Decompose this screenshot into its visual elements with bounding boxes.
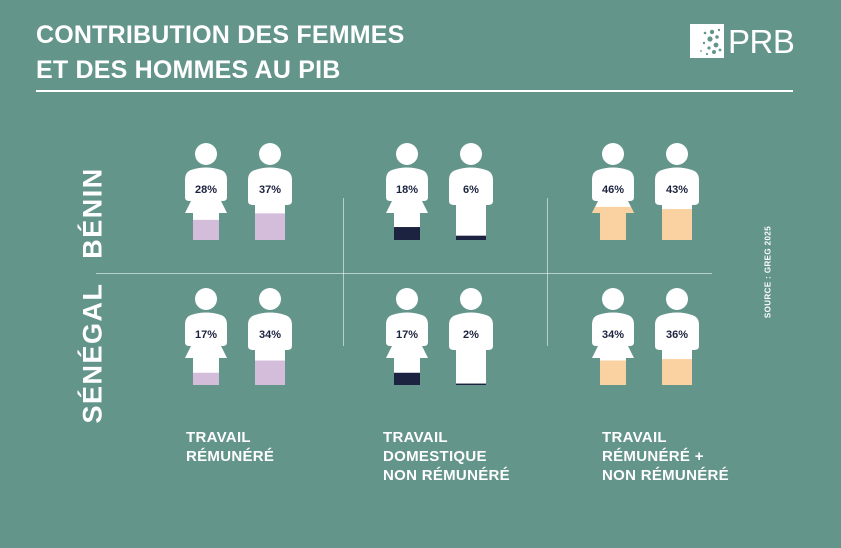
column-label-domestic: TRAVAIL DOMESTIQUE NON RÉMUNÉRÉ xyxy=(383,428,510,485)
figure-total-senegal-female: 34% xyxy=(592,288,634,385)
percent-label: 46% xyxy=(602,184,624,196)
percent-label: 6% xyxy=(463,184,479,196)
percent-label: 34% xyxy=(259,329,281,341)
figure-body xyxy=(386,312,428,385)
figure-body xyxy=(449,312,493,385)
globe-logo-icon xyxy=(690,24,724,58)
prb-logo: PRB xyxy=(690,23,800,60)
figure-fill-level xyxy=(386,227,428,240)
column-label-paid: TRAVAIL RÉMUNÉRÉ xyxy=(186,428,274,466)
figure-head xyxy=(666,288,688,310)
figure-body xyxy=(449,167,493,240)
figure-head xyxy=(460,288,482,310)
percent-label: 17% xyxy=(396,329,418,341)
figure-fill-level xyxy=(655,359,699,385)
figure-fill-level xyxy=(185,372,227,385)
figure-paid-senegal-male: 34% xyxy=(248,288,292,385)
figure-head xyxy=(195,288,217,310)
percent-label: 18% xyxy=(396,184,418,196)
figure-fill-level xyxy=(449,383,493,385)
figure-fill-level xyxy=(248,213,292,240)
figure-body xyxy=(386,167,428,240)
title-divider xyxy=(36,90,793,92)
figure-fill-level xyxy=(449,235,493,240)
percent-label: 34% xyxy=(602,329,624,341)
percent-label: 36% xyxy=(666,329,688,341)
title-line-2: ET DES HOMMES AU PIB xyxy=(36,56,341,84)
row-divider xyxy=(96,273,712,274)
figure-head xyxy=(259,288,281,310)
page-title: CONTRIBUTION DES FEMMES ET DES HOMMES AU… xyxy=(36,18,596,88)
figure-head xyxy=(602,143,624,165)
figure-fill-level xyxy=(592,360,634,385)
figure-total-senegal-male: 36% xyxy=(655,288,699,385)
percent-label: 28% xyxy=(195,184,217,196)
percent-label: 37% xyxy=(259,184,281,196)
figure-fill-level xyxy=(386,372,428,385)
figure-fill-level xyxy=(185,219,227,240)
column-label-domestic-line-3: NON RÉMUNÉRÉ xyxy=(383,467,510,484)
column-divider-1 xyxy=(343,198,344,346)
logo-text: PRB xyxy=(728,23,795,60)
figure-body xyxy=(185,312,227,385)
figure-head xyxy=(666,143,688,165)
figure-paid-benin-male: 37% xyxy=(248,143,292,240)
figure-head xyxy=(195,143,217,165)
percent-label: 43% xyxy=(666,184,688,196)
figure-head xyxy=(460,143,482,165)
title-line-1: CONTRIBUTION DES FEMMES xyxy=(36,21,405,49)
column-label-total-line-3: NON RÉMUNÉRÉ xyxy=(602,467,729,484)
figure-domestic-benin-female: 18% xyxy=(386,143,428,240)
column-divider-2 xyxy=(547,198,548,346)
figure-domestic-senegal-male: 2% xyxy=(449,288,493,385)
percent-label: 2% xyxy=(463,329,479,341)
figure-total-benin-male: 43% xyxy=(655,143,699,240)
figure-paid-senegal-female: 17% xyxy=(185,288,227,385)
column-label-total-line-2: RÉMUNÉRÉ + xyxy=(602,448,704,465)
figure-fill-level xyxy=(592,206,634,240)
figure-fill-level xyxy=(248,360,292,385)
figure-total-benin-female: 46% xyxy=(592,143,634,240)
figure-head xyxy=(396,143,418,165)
figure-domestic-benin-male: 6% xyxy=(449,143,493,240)
column-label-domestic-line-1: TRAVAIL xyxy=(383,429,448,446)
figure-paid-benin-female: 28% xyxy=(185,143,227,240)
figure-head xyxy=(396,288,418,310)
column-label-total-line-1: TRAVAIL xyxy=(602,429,667,446)
column-label-total: TRAVAIL RÉMUNÉRÉ + NON RÉMUNÉRÉ xyxy=(602,428,729,485)
column-label-paid-line-1: TRAVAIL xyxy=(186,429,251,446)
percent-label: 17% xyxy=(195,329,217,341)
column-label-domestic-line-2: DOMESTIQUE xyxy=(383,448,487,465)
column-label-paid-line-2: RÉMUNÉRÉ xyxy=(186,448,275,465)
figure-fill-level xyxy=(655,209,699,240)
figure-head xyxy=(602,288,624,310)
figure-head xyxy=(259,143,281,165)
figure-domestic-senegal-female: 17% xyxy=(386,288,428,385)
